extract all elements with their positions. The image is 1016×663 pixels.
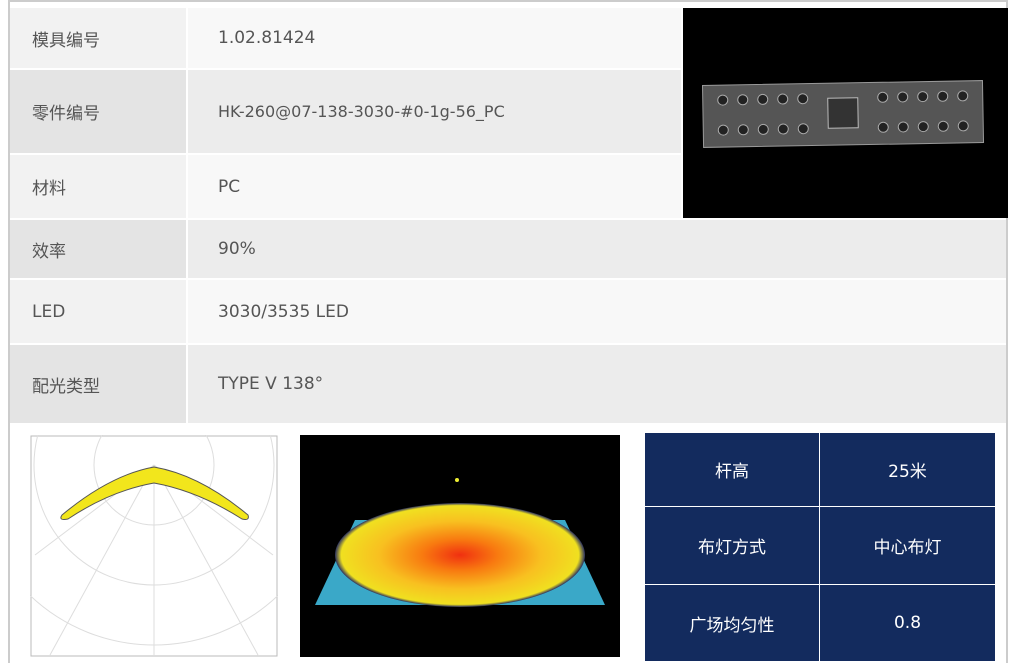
- row-label: 效率: [10, 220, 186, 278]
- polar-plot: [30, 435, 278, 657]
- row-value: HK-260@07-138-3030-#0-1g-56_PC: [188, 70, 681, 153]
- row-label: 模具编号: [10, 8, 186, 68]
- install-table: [645, 433, 995, 661]
- install-label: 广场均匀性: [645, 584, 820, 661]
- product-photo: [683, 8, 1008, 218]
- frame: [8, 0, 1008, 663]
- row-value: PC: [188, 155, 681, 218]
- row-label: LED: [10, 280, 186, 343]
- install-label: 杆高: [645, 433, 820, 506]
- row-value: 1.02.81424: [188, 8, 681, 68]
- row-value: 90%: [188, 220, 1006, 278]
- illuminance-map: [300, 435, 620, 657]
- install-label: 布灯方式: [645, 506, 820, 584]
- row-label: 配光类型: [10, 345, 186, 423]
- row-label: 零件编号: [10, 70, 186, 153]
- row-value: 3030/3535 LED: [188, 280, 1006, 343]
- row-label: 材料: [10, 155, 186, 218]
- install-value: 25米: [888, 462, 927, 482]
- row-value: TYPE V 138°: [188, 345, 1006, 423]
- install-value: 中心布灯: [820, 506, 995, 584]
- install-value: 0.8: [820, 584, 995, 661]
